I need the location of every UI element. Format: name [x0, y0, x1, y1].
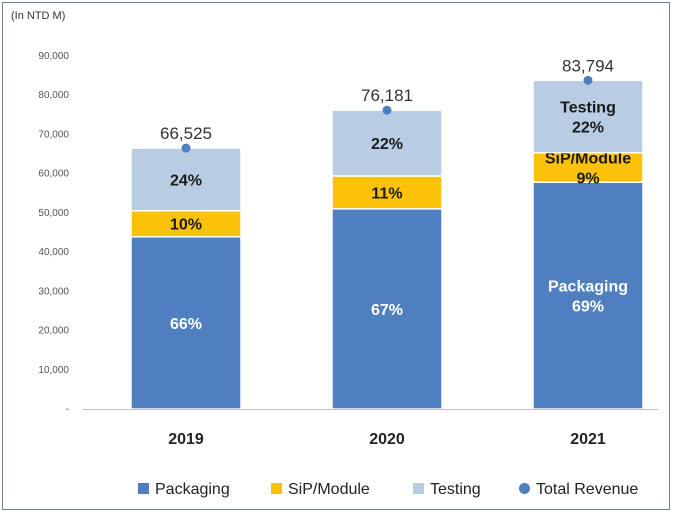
- bar-segment-sip-module-2021: [532, 151, 644, 183]
- total-revenue-label: 66,525: [160, 124, 212, 143]
- bars: 66% 10% 24% 67% 11% 22% Packaging 69% SiP/Module…: [130, 79, 644, 410]
- y-tick-label: 40,000: [38, 247, 69, 258]
- bar-segment-packaging-2019: [130, 236, 242, 410]
- legend-swatch: [519, 483, 530, 494]
- segment-name-label: Testing: [560, 99, 616, 116]
- unit-label: (In NTD M): [11, 10, 65, 22]
- total-revenue-point: [382, 105, 392, 115]
- legend-label: Total Revenue: [536, 481, 638, 498]
- legend-swatch: [413, 483, 424, 494]
- segment-percent-label: 24%: [170, 172, 202, 189]
- segment-percent-label: 9%: [576, 170, 599, 187]
- x-tick-label: 2020: [369, 431, 405, 448]
- legend-label: SiP/Module: [288, 481, 370, 498]
- x-tick-label: 2019: [168, 431, 204, 448]
- segment-percent-label: 22%: [572, 119, 604, 136]
- segment-name-label: SiP/Module: [545, 150, 631, 167]
- chart-frame: (In NTD M) - 10,000 20,000 30,000 40,000 50,0…: [2, 2, 670, 510]
- y-tick-label: 80,000: [38, 90, 69, 101]
- y-tick-label: 90,000: [38, 51, 69, 62]
- bar-segment-testing-2021: [532, 79, 644, 154]
- segment-percent-label: 66%: [170, 316, 202, 333]
- segment-percent-label: 10%: [170, 217, 202, 234]
- y-tick-label: 20,000: [38, 326, 69, 337]
- total-revenue-label: 83,794: [562, 56, 614, 75]
- total-revenue-label: 76,181: [361, 86, 413, 105]
- segment-percent-label: 11%: [371, 185, 402, 202]
- bar-segment-testing-2019: [130, 147, 242, 212]
- bar-segment-testing-2020: [331, 109, 443, 177]
- legend-swatch: [138, 483, 149, 494]
- total-revenue-markers: 66,525 76,181 83,794: [160, 56, 614, 153]
- segment-percent-label: 69%: [572, 299, 604, 316]
- segment-percent-label: 22%: [371, 136, 403, 153]
- y-tick-label: 30,000: [38, 286, 69, 297]
- legend: Packaging SiP/Module Testing Total Revenue: [138, 481, 638, 498]
- segment-percent-label: 67%: [371, 302, 403, 319]
- legend-swatch: [271, 483, 282, 494]
- x-tick-label: 2021: [570, 431, 606, 448]
- y-tick-label: 50,000: [38, 208, 69, 219]
- legend-label: Packaging: [155, 481, 230, 498]
- total-revenue-point: [181, 143, 191, 153]
- y-axis: - 10,000 20,000 30,000 40,000 50,000 60,000 70,…: [38, 51, 69, 415]
- y-tick-label: -: [66, 404, 69, 415]
- total-revenue-point: [583, 75, 593, 85]
- legend-label: Testing: [430, 481, 481, 498]
- y-tick-label: 70,000: [38, 129, 69, 140]
- bar-segment-sip-module-2020: [331, 175, 443, 210]
- y-tick-label: 10,000: [38, 365, 69, 376]
- x-axis: 2019 2020 2021: [83, 409, 658, 448]
- bar-segment-packaging-2021: [532, 181, 644, 410]
- y-tick-label: 60,000: [38, 169, 69, 180]
- stacked-bar-chart: (In NTD M) - 10,000 20,000 30,000 40,000 50,0…: [11, 10, 658, 498]
- segment-name-label: Packaging: [548, 279, 628, 296]
